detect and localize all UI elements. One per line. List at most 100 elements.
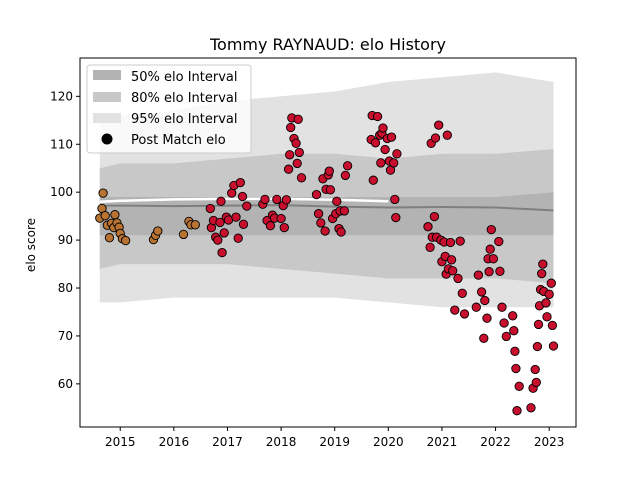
- legend-box: [86, 64, 252, 154]
- legend-swatch-50: [93, 70, 121, 80]
- data-point: [378, 123, 388, 133]
- data-point: [425, 242, 435, 252]
- data-point: [473, 270, 484, 280]
- data-point: [494, 236, 504, 247]
- data-point: [217, 247, 227, 258]
- data-point: [292, 158, 302, 169]
- data-point: [227, 188, 237, 198]
- data-point: [480, 295, 490, 306]
- data-point: [510, 346, 520, 356]
- data-point: [291, 138, 301, 148]
- data-point: [482, 313, 492, 323]
- data-point: [457, 288, 467, 298]
- data-point: [446, 255, 457, 265]
- data-point: [368, 175, 378, 185]
- data-point: [120, 235, 131, 246]
- data-point: [153, 226, 163, 236]
- data-point: [332, 196, 342, 206]
- data-point: [546, 278, 556, 288]
- data-point: [285, 150, 295, 160]
- data-point: [542, 312, 552, 322]
- legend-label-post-match: Post Match elo: [131, 133, 226, 148]
- data-point: [260, 194, 270, 205]
- data-point: [324, 166, 334, 176]
- median-line: [99, 204, 554, 212]
- data-point: [423, 222, 433, 232]
- y-tick-label: 90: [58, 233, 73, 247]
- chart-title: Tommy RAYNAUD: elo History: [209, 35, 446, 54]
- data-point: [233, 233, 243, 243]
- data-point: [548, 341, 559, 351]
- data-point: [501, 331, 511, 342]
- data-point: [541, 298, 551, 308]
- data-point: [370, 138, 381, 148]
- data-point: [495, 266, 505, 276]
- data-point: [471, 302, 481, 312]
- data-point: [485, 244, 495, 254]
- data-point: [325, 185, 336, 195]
- data-point: [380, 144, 390, 155]
- data-point: [242, 201, 252, 211]
- legend-label-80: 80% elo Interval: [131, 91, 238, 106]
- legend-label-95: 95% elo Interval: [131, 112, 238, 127]
- x-tick-label: 2015: [105, 435, 136, 449]
- data-point: [216, 196, 226, 206]
- data-point: [499, 318, 509, 328]
- data-point: [392, 149, 402, 159]
- data-point: [509, 326, 519, 336]
- data-point: [488, 254, 499, 264]
- data-point: [497, 302, 507, 312]
- data-point: [434, 120, 444, 130]
- data-point: [219, 228, 229, 238]
- data-point: [514, 381, 524, 391]
- data-point: [276, 213, 286, 224]
- legend-label-50: 50% elo Interval: [131, 70, 238, 85]
- data-point: [235, 177, 245, 188]
- data-point: [450, 305, 460, 315]
- data-point: [205, 203, 215, 214]
- data-point: [213, 235, 223, 245]
- data-point: [215, 217, 225, 228]
- data-point: [526, 403, 536, 413]
- data-point: [391, 212, 401, 223]
- data-point: [530, 364, 540, 375]
- data-point: [190, 220, 200, 230]
- data-point: [238, 219, 249, 229]
- y-tick-label: 110: [50, 137, 73, 151]
- data-point: [511, 363, 521, 374]
- data-point: [455, 236, 465, 246]
- data-point: [376, 158, 386, 168]
- data-point: [448, 266, 458, 276]
- data-point: [386, 132, 397, 142]
- y-axis-label: elo score: [24, 218, 38, 272]
- legend-marker-post-match: [101, 133, 113, 145]
- legend-swatch-95: [93, 113, 121, 123]
- data-point: [429, 211, 440, 222]
- data-point: [316, 218, 326, 228]
- x-tick-label: 2018: [266, 435, 297, 449]
- data-point: [178, 229, 189, 240]
- data-point: [544, 289, 554, 299]
- data-point: [311, 189, 322, 200]
- data-point: [110, 210, 120, 220]
- data-point: [340, 170, 351, 181]
- x-tick-label: 2016: [159, 435, 190, 449]
- data-point: [342, 161, 353, 171]
- data-point: [98, 188, 108, 198]
- data-point: [293, 114, 303, 124]
- data-point: [237, 191, 248, 202]
- data-point: [389, 158, 399, 168]
- x-tick-label: 2019: [319, 435, 350, 449]
- data-point: [547, 320, 558, 331]
- data-point: [296, 173, 307, 183]
- y-tick-label: 100: [50, 185, 73, 199]
- legend: 50% elo Interval 80% elo Interval 95% el…: [86, 64, 252, 154]
- data-point: [283, 164, 294, 174]
- data-point: [294, 147, 304, 158]
- axes-frame: [79, 57, 577, 428]
- data-point: [442, 130, 452, 140]
- data-point: [508, 311, 518, 321]
- x-tick-label: 2023: [534, 435, 565, 449]
- data-point: [231, 212, 241, 222]
